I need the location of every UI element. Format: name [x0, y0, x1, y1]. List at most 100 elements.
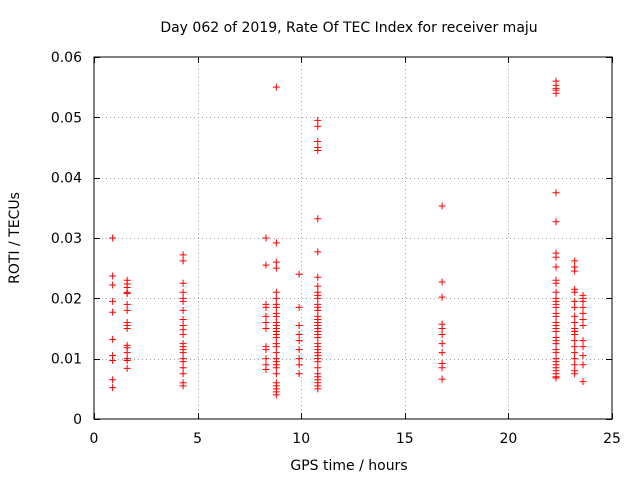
x-tick-label: 15: [396, 431, 414, 447]
data-point: [295, 355, 303, 363]
data-point: [295, 370, 303, 378]
y-tick-label: 0.03: [51, 231, 82, 247]
y-axis-label: ROTI / TECUs: [7, 192, 23, 284]
data-point: [179, 297, 187, 305]
data-point: [571, 312, 579, 320]
data-point: [272, 239, 280, 247]
data-point: [179, 364, 187, 372]
data-point: [579, 303, 587, 311]
x-tick-label: 20: [499, 431, 517, 447]
data-point: [571, 267, 579, 275]
data-point: [262, 366, 270, 374]
data-point: [314, 116, 322, 124]
data-point: [579, 297, 587, 305]
data-point: [579, 309, 587, 317]
data-point: [272, 264, 280, 272]
data-point: [579, 321, 587, 329]
data-point: [314, 358, 322, 366]
data-point: [438, 325, 446, 332]
data-point: [295, 321, 303, 329]
y-tick-label: 0: [73, 412, 82, 428]
scatter-points: [109, 77, 587, 399]
data-point: [438, 278, 446, 286]
data-point: [579, 378, 587, 386]
data-point: [272, 312, 280, 320]
data-point: [314, 122, 322, 130]
data-point: [552, 328, 560, 336]
data-point: [179, 370, 187, 378]
data-point: [272, 288, 280, 296]
x-tick-label: 10: [292, 431, 310, 447]
x-tick-label: 25: [603, 431, 621, 447]
data-point: [272, 83, 280, 91]
data-point: [571, 303, 579, 311]
data-point: [179, 349, 187, 357]
data-point: [579, 343, 587, 351]
data-point: [571, 318, 579, 326]
data-point: [262, 261, 270, 269]
y-tick-label: 0.02: [51, 291, 82, 307]
data-point: [314, 306, 322, 314]
data-point: [438, 202, 446, 210]
y-tick-label: 0.06: [51, 50, 82, 66]
data-point: [109, 335, 117, 343]
data-point: [314, 334, 322, 342]
data-point: [179, 315, 187, 323]
data-point: [571, 370, 579, 378]
data-point: [552, 349, 560, 357]
data-point: [579, 361, 587, 369]
data-point: [438, 364, 446, 372]
data-point: [571, 331, 579, 339]
data-point: [272, 258, 280, 266]
data-point: [579, 315, 587, 323]
data-point: [109, 308, 117, 316]
grid-layer: [94, 57, 612, 419]
data-point: [272, 294, 280, 302]
y-tick-label: 0.04: [51, 171, 82, 187]
data-point: [552, 263, 560, 271]
data-point: [571, 343, 579, 351]
data-point: [314, 248, 322, 256]
data-point: [272, 364, 280, 372]
data-point: [438, 349, 446, 357]
data-point: [314, 282, 322, 290]
data-point: [123, 364, 131, 372]
x-axis-tick-labels: 0 5 10 15 20 25: [90, 431, 621, 447]
data-point: [438, 340, 446, 348]
y-tick-label: 0.01: [51, 352, 82, 368]
data-point: [179, 382, 187, 390]
data-point: [295, 331, 303, 339]
data-point: [438, 331, 446, 339]
data-point: [179, 288, 187, 296]
data-point: [579, 337, 587, 345]
data-point: [262, 312, 270, 320]
axis-ticks: [94, 57, 613, 420]
data-point: [272, 303, 280, 311]
data-point: [552, 218, 560, 226]
data-point: [179, 257, 187, 265]
data-point: [314, 273, 322, 281]
data-point: [552, 253, 560, 261]
data-point: [438, 375, 446, 383]
data-point: [571, 355, 579, 363]
data-point: [571, 349, 579, 357]
data-point: [123, 325, 131, 332]
data-point: [571, 297, 579, 305]
data-point: [179, 251, 187, 259]
data-point: [552, 189, 560, 197]
data-point: [262, 318, 270, 326]
data-point: [123, 306, 131, 314]
x-tick-label: 5: [193, 431, 202, 447]
data-point: [272, 391, 280, 399]
data-point: [123, 290, 131, 298]
data-point: [314, 294, 322, 302]
data-point: [571, 288, 579, 296]
x-axis-label: GPS time / hours: [290, 458, 407, 474]
data-point: [262, 346, 270, 354]
data-point: [295, 303, 303, 311]
data-point: [571, 257, 579, 265]
data-point: [109, 297, 117, 305]
data-point: [109, 376, 117, 384]
data-point: [552, 303, 560, 311]
